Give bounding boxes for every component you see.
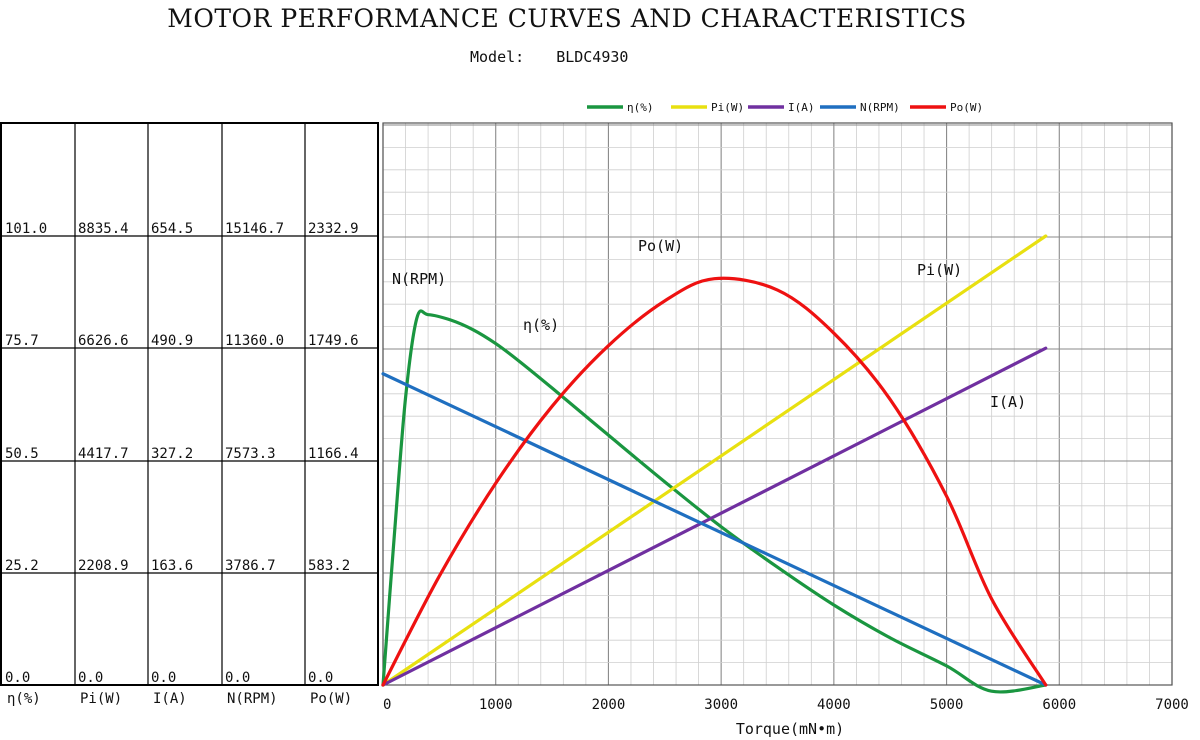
legend-item: Po(W) bbox=[910, 101, 983, 114]
table-cell: 4417.7 bbox=[78, 446, 129, 462]
table-cell: 583.2 bbox=[308, 558, 350, 574]
x-tick-label: 2000 bbox=[592, 697, 626, 713]
table-cell: 3786.7 bbox=[225, 558, 276, 574]
series-line bbox=[381, 346, 1048, 687]
table-column-header: η(%) bbox=[7, 691, 41, 707]
legend-item: η(%) bbox=[587, 101, 654, 114]
table-cell: 0.0 bbox=[5, 670, 30, 686]
table-cell: 1166.4 bbox=[308, 446, 359, 462]
model-value: BLDC4930 bbox=[556, 48, 629, 66]
model-label: Model: bbox=[470, 48, 525, 66]
model-line: Model: BLDC4930 bbox=[470, 48, 628, 66]
chart-title: MOTOR PERFORMANCE CURVES AND CHARACTERIS… bbox=[167, 4, 967, 33]
series-curve-labels: η(%) Pi(W) I(A) N(RPM) Po(W) bbox=[392, 237, 1026, 411]
chart-grid bbox=[382, 122, 1173, 686]
x-tick-label: 5000 bbox=[930, 697, 964, 713]
table-cell: 75.7 bbox=[5, 333, 39, 349]
table-cell: 8835.4 bbox=[78, 221, 129, 237]
table-cell: 15146.7 bbox=[225, 221, 284, 237]
table-cell: 327.2 bbox=[151, 446, 193, 462]
x-tick-label: 0 bbox=[383, 697, 391, 713]
legend-item: N(RPM) bbox=[820, 101, 900, 114]
table-column-header: N(RPM) bbox=[227, 691, 278, 707]
chart-legend: η(%) Pi(W) I(A) N(RPM) Po(W) bbox=[587, 101, 983, 114]
table-column-header: I(A) bbox=[153, 691, 187, 707]
x-tick-label: 3000 bbox=[704, 697, 738, 713]
legend-label: Pi(W) bbox=[711, 101, 744, 114]
table-cell: 654.5 bbox=[151, 221, 193, 237]
series-lines bbox=[381, 234, 1048, 694]
series-curve-label: I(A) bbox=[990, 393, 1026, 411]
x-tick-label: 1000 bbox=[479, 697, 513, 713]
table-cell: 0.0 bbox=[78, 670, 103, 686]
table-cell: 490.9 bbox=[151, 333, 193, 349]
series-line bbox=[381, 309, 1048, 694]
legend-label: N(RPM) bbox=[860, 101, 900, 114]
x-tick-label: 6000 bbox=[1042, 697, 1076, 713]
x-tick-label: 7000 bbox=[1155, 697, 1189, 713]
legend-label: η(%) bbox=[627, 101, 654, 114]
plot-frame bbox=[382, 122, 1173, 686]
table-column-header: Pi(W) bbox=[80, 691, 122, 707]
legend-label: Po(W) bbox=[950, 101, 983, 114]
series-line bbox=[381, 372, 1048, 687]
table-cell: 11360.0 bbox=[225, 333, 284, 349]
series-curve-label: η(%) bbox=[523, 316, 559, 334]
legend-item: Pi(W) bbox=[671, 101, 744, 114]
series-line bbox=[381, 234, 1048, 687]
x-tick-label: 4000 bbox=[817, 697, 851, 713]
table-cell: 6626.6 bbox=[78, 333, 129, 349]
table-cell: 25.2 bbox=[5, 558, 39, 574]
x-axis-label: Torque(mN•m) bbox=[736, 720, 844, 738]
legend-item: I(A) bbox=[748, 101, 815, 114]
table-cell: 0.0 bbox=[225, 670, 250, 686]
legend-label: I(A) bbox=[788, 101, 815, 114]
table-cell: 1749.6 bbox=[308, 333, 359, 349]
table-cell: 2208.9 bbox=[78, 558, 129, 574]
table-column-header: Po(W) bbox=[310, 691, 352, 707]
table-cell: 101.0 bbox=[5, 221, 47, 237]
table-border bbox=[0, 122, 379, 686]
table-cell: 163.6 bbox=[151, 558, 193, 574]
x-axis-ticks: 0 1000 2000 3000 4000 5000 6000 7000 bbox=[383, 697, 1189, 713]
series-line bbox=[381, 276, 1048, 687]
table-cell: 0.0 bbox=[151, 670, 176, 686]
table-cell: 2332.9 bbox=[308, 221, 359, 237]
series-curve-label: Po(W) bbox=[638, 237, 683, 255]
series-curve-label: Pi(W) bbox=[917, 261, 962, 279]
table-cell: 7573.3 bbox=[225, 446, 276, 462]
y-scale-table: 101.0 8835.4 654.5 15146.7 2332.9 75.7 6626.6 4… bbox=[0, 122, 379, 707]
table-cell: 0.0 bbox=[308, 670, 333, 686]
series-curve-label: N(RPM) bbox=[392, 270, 446, 288]
table-cell: 50.5 bbox=[5, 446, 39, 462]
